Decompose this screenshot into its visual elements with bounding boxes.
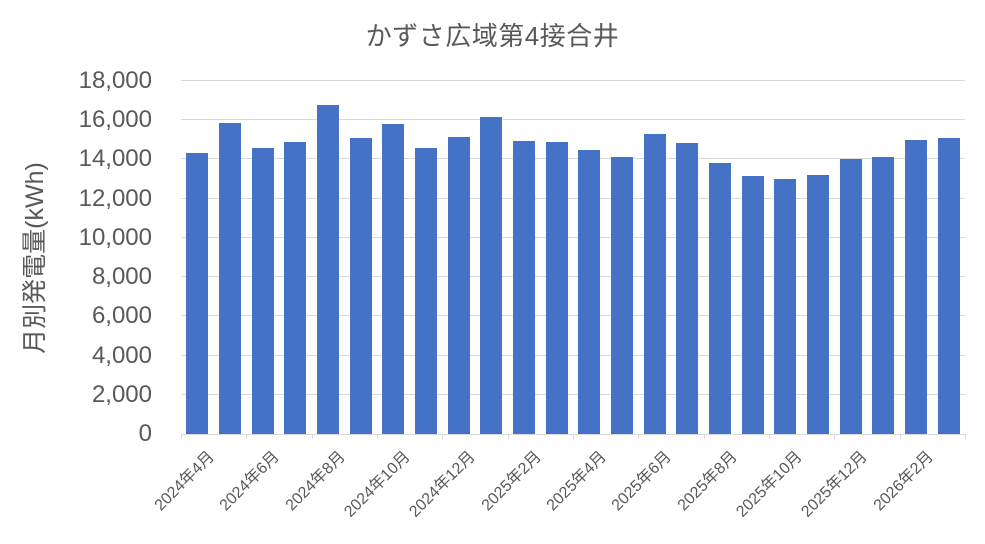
gridline: [181, 393, 965, 395]
gridline: [181, 354, 965, 356]
gridline: [181, 236, 965, 238]
y-tick-label: 18,000: [78, 67, 152, 94]
y-tick-label: 4,000: [91, 341, 152, 369]
x-tick-label-text: 2025年2月: [478, 448, 545, 515]
gridline: [181, 80, 965, 81]
bar-2025年7月: [676, 142, 699, 434]
bar-2024年6月: [251, 147, 274, 434]
gridline: [181, 315, 965, 317]
bar-2025年3月: [545, 141, 568, 434]
x-tick-label-text: 2024年6月: [216, 448, 283, 515]
y-tick-label: 2,000: [91, 380, 152, 408]
x-tick-mark: [638, 434, 640, 439]
bar-2025年12月: [839, 159, 862, 434]
x-tick-mark: [769, 434, 770, 439]
x-tick-mark: [834, 434, 836, 439]
x-tick-mark: [311, 434, 313, 439]
bar-2024年8月: [317, 104, 339, 434]
bar-2025年10月: [774, 179, 797, 434]
x-tick-label-text: 2024年10月: [341, 448, 414, 521]
gridline: [181, 197, 965, 199]
x-tick-mark: [442, 434, 444, 439]
bar-2024年10月: [382, 124, 405, 434]
chart-title: かずさ広域第4接合井: [365, 21, 620, 51]
x-tick-label-text: 2024年12月: [406, 448, 479, 521]
x-tick-label-text: 2025年6月: [608, 448, 675, 515]
y-axis-title: 月別発電量(kWh): [6, 81, 60, 434]
x-tick-label-text: 2025年10月: [733, 448, 806, 521]
bar-2026年3月: [937, 137, 960, 434]
bar-2026年2月: [905, 139, 927, 434]
x-tick-mark: [507, 434, 509, 439]
bar-2025年1月: [480, 117, 503, 434]
x-tick-mark: [181, 434, 182, 439]
y-tick-label: 16,000: [78, 106, 152, 134]
y-axis-title-text: 月別発電量(kWh): [21, 161, 49, 354]
bar-2024年9月: [349, 137, 372, 434]
bar-2025年11月: [807, 175, 829, 434]
gridline: [181, 158, 965, 160]
bar-2024年12月: [447, 136, 470, 434]
bar-2025年8月: [709, 163, 731, 434]
x-tick-mark: [246, 434, 248, 439]
bar-2025年2月: [513, 140, 535, 434]
x-tick-label-text: 2024年4月: [151, 448, 218, 515]
bar-2025年9月: [741, 176, 764, 434]
x-tick-mark: [965, 434, 966, 439]
x-tick-mark: [703, 434, 705, 439]
bar-2024年5月: [219, 123, 241, 434]
y-tick-label: 8,000: [91, 263, 152, 291]
x-tick-label-text: 2025年12月: [798, 448, 871, 521]
plot-area: [181, 80, 965, 434]
y-tick-label: 6,000: [91, 302, 152, 330]
x-tick-mark: [899, 434, 901, 439]
bar-2024年7月: [284, 141, 307, 434]
gridline: [181, 119, 965, 121]
bar-2025年4月: [578, 149, 601, 434]
y-tick-label: 0: [138, 420, 152, 447]
x-tick-label-text: 2025年4月: [543, 448, 610, 515]
bar-2025年6月: [643, 133, 666, 434]
gridline: [181, 276, 965, 278]
x-tick-mark: [377, 434, 378, 439]
x-tick-mark: [573, 434, 574, 439]
bar-2024年11月: [415, 147, 437, 434]
y-tick-label: 12,000: [78, 184, 152, 212]
bar-2026年1月: [872, 156, 895, 434]
bar-2025年5月: [611, 157, 633, 434]
x-tick-label-text: 2026年2月: [870, 448, 937, 515]
bar-2024年4月: [186, 152, 209, 434]
y-tick-label: 14,000: [78, 145, 152, 173]
y-tick-label: 10,000: [78, 223, 152, 251]
